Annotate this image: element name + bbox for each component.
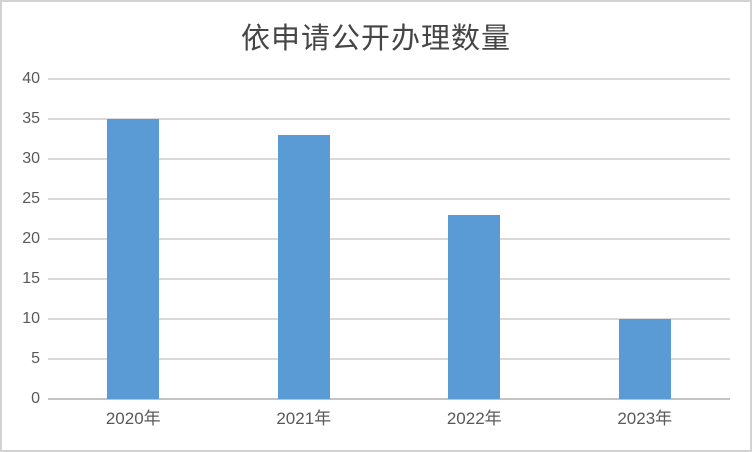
- gridline: [48, 78, 730, 80]
- x-tick-label: 2021年: [276, 409, 332, 428]
- y-tick-label: 25: [22, 190, 40, 207]
- y-tick-label: 35: [22, 110, 40, 127]
- y-tick-label: 5: [31, 350, 40, 367]
- gridline: [48, 318, 730, 320]
- x-tick-label: 2020年: [105, 409, 161, 428]
- y-tick-label: 0: [31, 390, 40, 407]
- bar: [618, 319, 671, 399]
- chart-title: 依申请公开办理数量: [240, 23, 511, 55]
- x-tick-label: 2022年: [446, 409, 502, 428]
- gridline: [48, 358, 730, 360]
- x-tick-label: 2023年: [617, 409, 673, 428]
- y-tick-label: 15: [22, 270, 40, 287]
- bar: [277, 135, 330, 399]
- y-tick-label: 30: [22, 150, 40, 167]
- bar: [107, 119, 160, 399]
- gridline: [48, 118, 730, 120]
- gridline: [48, 158, 730, 160]
- y-tick-label: 10: [22, 310, 40, 327]
- x-axis-line: [48, 398, 730, 400]
- y-tick-label: 20: [22, 230, 40, 247]
- gridline: [48, 238, 730, 240]
- y-tick-label: 40: [22, 70, 40, 87]
- gridline: [48, 198, 730, 200]
- gridline: [48, 278, 730, 280]
- bar: [448, 215, 501, 399]
